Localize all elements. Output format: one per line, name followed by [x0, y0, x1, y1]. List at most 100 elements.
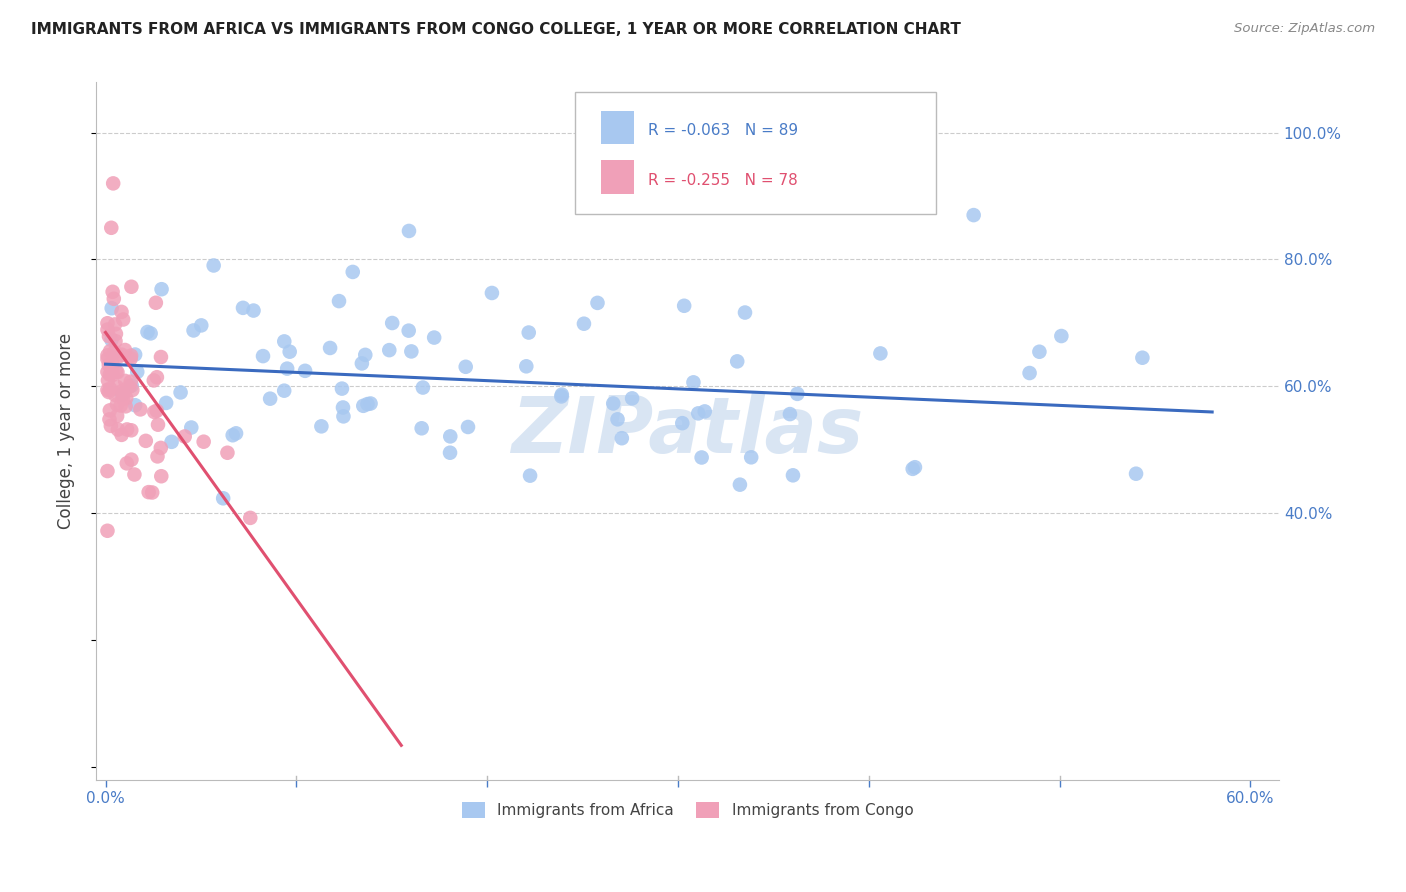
Point: [193, 434, 215, 449]
Point: [332, 409, 354, 424]
Point: [515, 359, 537, 374]
Point: [110, 428, 132, 442]
Point: [98, 412, 121, 426]
Point: [901, 462, 924, 476]
Point: [600, 163, 623, 178]
Point: [173, 429, 195, 443]
Point: [96, 316, 118, 330]
Point: [398, 224, 420, 238]
Point: [360, 396, 382, 410]
Point: [150, 282, 173, 296]
Point: [100, 418, 122, 433]
Point: [328, 294, 350, 309]
Point: [728, 477, 751, 491]
Point: [714, 177, 737, 191]
Point: [104, 326, 127, 341]
Point: [104, 388, 127, 402]
Point: [786, 387, 808, 401]
Point: [1132, 351, 1154, 365]
Point: [120, 351, 142, 366]
Point: [104, 364, 127, 378]
Point: [111, 384, 134, 398]
Point: [100, 220, 122, 235]
Text: IMMIGRANTS FROM AFRICA VS IMMIGRANTS FROM CONGO COLLEGE, 1 YEAR OR MORE CORRELAT: IMMIGRANTS FROM AFRICA VS IMMIGRANTS FRO…: [31, 22, 960, 37]
Point: [96, 352, 118, 367]
Point: [146, 404, 169, 418]
Point: [98, 368, 121, 382]
Point: [146, 417, 169, 432]
Text: R = -0.063   N = 89: R = -0.063 N = 89: [648, 123, 799, 138]
Point: [239, 511, 262, 525]
Point: [517, 326, 540, 340]
Point: [101, 285, 124, 299]
Point: [141, 485, 163, 500]
Point: [180, 420, 202, 434]
Point: [352, 399, 374, 413]
Point: [610, 431, 633, 445]
Point: [278, 344, 301, 359]
Point: [135, 434, 157, 448]
Point: [96, 464, 118, 478]
Legend: Immigrants from Africa, Immigrants from Congo: Immigrants from Africa, Immigrants from …: [456, 796, 920, 824]
Point: [169, 385, 191, 400]
Point: [111, 387, 134, 401]
Point: [330, 382, 353, 396]
Point: [222, 428, 245, 442]
Point: [103, 177, 125, 191]
Point: [869, 346, 891, 360]
Point: [111, 387, 134, 401]
Point: [572, 317, 595, 331]
Point: [294, 364, 316, 378]
Point: [105, 397, 128, 411]
Text: ZIPatlas: ZIPatlas: [512, 392, 863, 469]
Point: [439, 446, 461, 460]
Point: [423, 330, 446, 344]
Point: [963, 208, 986, 222]
Point: [120, 452, 142, 467]
Point: [202, 259, 225, 273]
Point: [381, 316, 404, 330]
Point: [149, 441, 172, 455]
Point: [1125, 467, 1147, 481]
Point: [682, 376, 704, 390]
Point: [217, 446, 239, 460]
Point: [342, 265, 364, 279]
Bar: [602, 111, 634, 144]
Point: [105, 380, 128, 394]
Point: [1050, 329, 1073, 343]
Point: [96, 348, 118, 362]
Point: [273, 384, 295, 398]
Point: [586, 296, 609, 310]
Point: [97, 373, 120, 387]
Point: [740, 450, 762, 465]
Point: [398, 324, 420, 338]
Point: [725, 354, 748, 368]
Point: [114, 374, 136, 388]
Point: [97, 358, 120, 372]
Point: [107, 365, 129, 379]
Point: [319, 341, 342, 355]
Point: [354, 348, 377, 362]
Point: [519, 468, 541, 483]
Point: [143, 405, 166, 419]
Point: [146, 370, 169, 384]
Point: [212, 491, 235, 506]
Point: [606, 412, 628, 426]
Point: [105, 409, 128, 423]
Point: [138, 485, 160, 500]
Point: [146, 450, 169, 464]
Point: [311, 419, 333, 434]
Point: [457, 420, 479, 434]
Point: [107, 350, 129, 364]
Point: [98, 344, 121, 359]
Point: [114, 400, 136, 414]
Point: [110, 399, 132, 413]
Point: [1028, 344, 1050, 359]
Point: [693, 404, 716, 418]
Point: [101, 357, 124, 371]
Point: [439, 429, 461, 443]
Point: [110, 305, 132, 319]
Point: [98, 329, 121, 343]
FancyBboxPatch shape: [575, 93, 936, 214]
Text: R = -0.255   N = 78: R = -0.255 N = 78: [648, 173, 799, 187]
